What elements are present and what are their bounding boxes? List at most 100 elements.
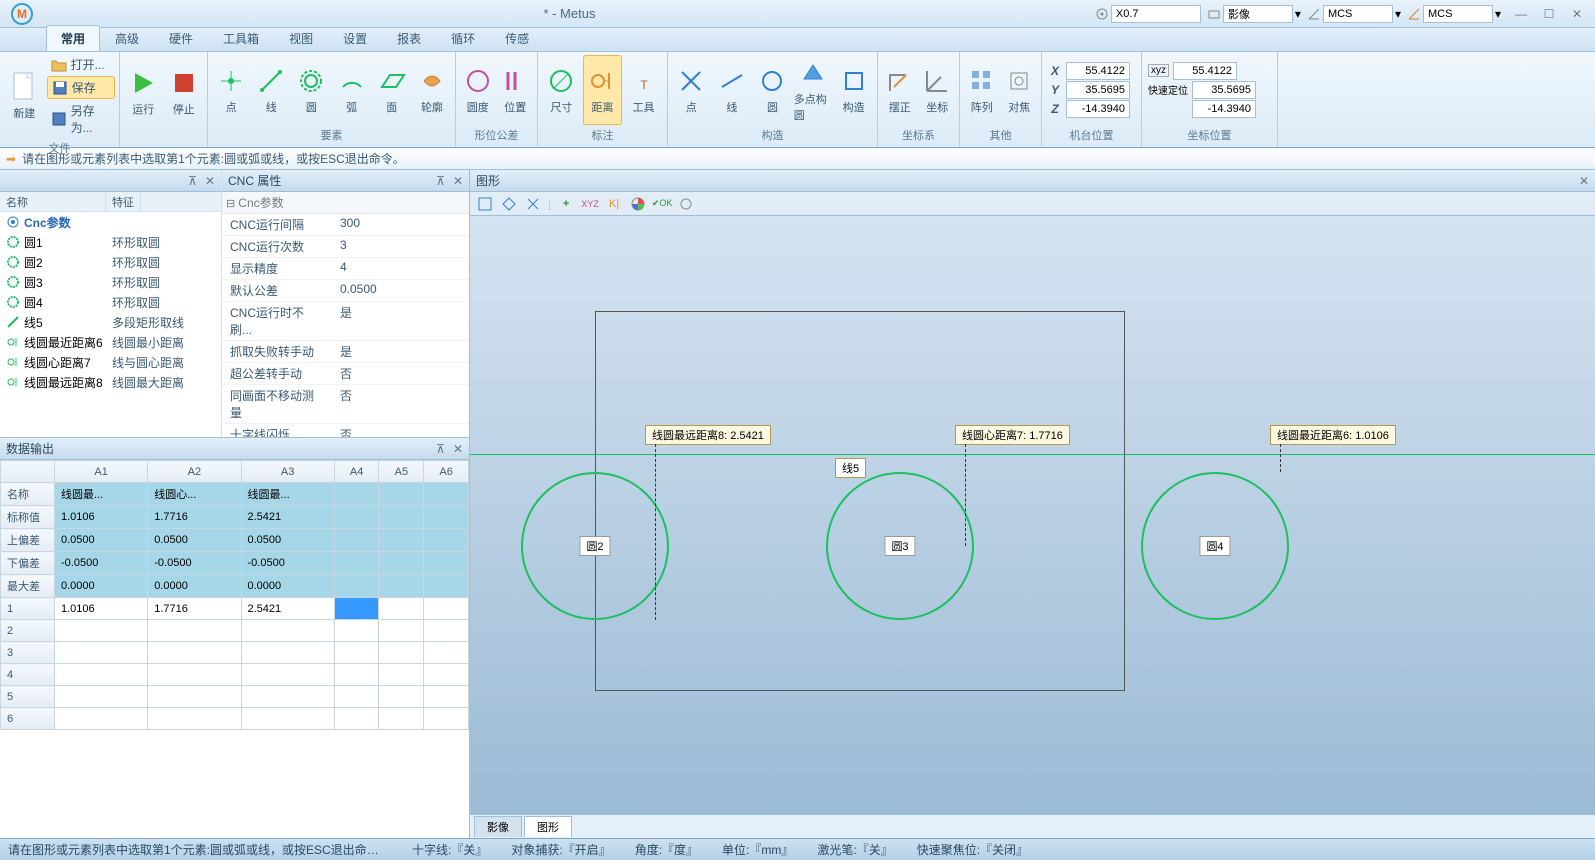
cell[interactable] <box>148 708 241 730</box>
cell[interactable] <box>55 708 148 730</box>
row-header[interactable]: 4 <box>1 664 55 686</box>
elem-row[interactable]: 线5多段矩形取线 <box>0 312 221 332</box>
pin-icon[interactable]: ⊼ <box>188 174 197 188</box>
data-sheet[interactable]: A1A2A3A4A5A6名称线圆最...线圆心...线圆最...标称值1.010… <box>0 460 469 730</box>
cell[interactable] <box>379 620 424 642</box>
close-icon[interactable]: ✕ <box>453 174 463 188</box>
cell[interactable] <box>148 642 241 664</box>
gtool-3[interactable] <box>524 195 542 213</box>
tol-pos-button[interactable]: 位置 <box>498 55 534 125</box>
top-cs1-combo[interactable]: ▾ <box>1307 5 1401 23</box>
gtool-xyz[interactable]: XYZ <box>581 195 599 213</box>
measurement-label[interactable]: 线圆最近距离6: 1.0106 <box>1270 425 1396 445</box>
cell[interactable] <box>55 686 148 708</box>
gtool-o[interactable] <box>677 195 695 213</box>
cell[interactable] <box>424 483 469 506</box>
tab-7[interactable]: 循环 <box>436 25 490 51</box>
top-cs2-combo[interactable]: ▾ <box>1407 5 1501 23</box>
con-point-button[interactable]: 点 <box>672 55 711 125</box>
cell[interactable] <box>334 642 379 664</box>
cell[interactable]: 1.7716 <box>148 598 241 620</box>
col-header[interactable]: A1 <box>55 461 148 483</box>
other-focus-button[interactable]: 对焦 <box>1002 55 1038 125</box>
measurement-label[interactable]: 线圆最远距离8: 2.5421 <box>645 425 771 445</box>
close-button[interactable]: ✕ <box>1563 4 1591 24</box>
cell[interactable] <box>379 664 424 686</box>
close-icon[interactable]: ✕ <box>453 442 463 456</box>
cell[interactable] <box>379 642 424 664</box>
gtool-plus[interactable]: + <box>557 195 575 213</box>
measurement-label[interactable]: 线圆心距离7: 1.7716 <box>955 425 1070 445</box>
annot-tool-button[interactable]: T工具 <box>624 55 663 125</box>
pin-icon[interactable]: ⊼ <box>436 174 445 188</box>
prop-row[interactable]: CNC运行次数3 <box>222 236 469 258</box>
zoom-input[interactable] <box>1111 5 1201 23</box>
maximize-button[interactable]: ☐ <box>1535 4 1563 24</box>
cell[interactable] <box>334 575 379 598</box>
cell[interactable]: -0.0500 <box>55 552 148 575</box>
cell[interactable] <box>241 686 334 708</box>
cell[interactable] <box>148 620 241 642</box>
prop-row[interactable]: 显示精度4 <box>222 258 469 280</box>
cs2-combo[interactable] <box>1423 5 1493 23</box>
cell[interactable] <box>424 642 469 664</box>
cell[interactable]: 1.0106 <box>55 506 148 529</box>
cell[interactable] <box>241 642 334 664</box>
cell[interactable] <box>424 506 469 529</box>
cell[interactable] <box>424 598 469 620</box>
stop-button[interactable]: 停止 <box>165 57 204 127</box>
graphics-panel[interactable]: | + XYZ K| ✔OK 线5圆2圆3圆4线圆最远距离8: 2.5421线圆… <box>470 192 1595 838</box>
circle[interactable]: 圆4 <box>1141 472 1289 620</box>
elem-row[interactable]: 线圆最远距离8线圆最大距离 <box>0 372 221 392</box>
tab-6[interactable]: 报表 <box>382 25 436 51</box>
status-item[interactable]: 十字线:『关』 <box>412 841 487 858</box>
cell[interactable]: 0.0000 <box>148 575 241 598</box>
cell[interactable]: -0.0500 <box>148 552 241 575</box>
circle[interactable]: 圆2 <box>521 472 669 620</box>
open-button[interactable]: 打开... <box>47 54 115 75</box>
elem-row[interactable]: 圆3环形取圆 <box>0 272 221 292</box>
col-header[interactable]: A2 <box>148 461 241 483</box>
cell[interactable] <box>334 708 379 730</box>
elem-line-button[interactable]: 线 <box>252 55 290 125</box>
cell[interactable] <box>379 575 424 598</box>
cell[interactable] <box>379 529 424 552</box>
cell[interactable] <box>334 529 379 552</box>
cell[interactable] <box>241 620 334 642</box>
cell[interactable] <box>55 642 148 664</box>
cell[interactable]: 线圆最... <box>241 483 334 506</box>
gtool-color[interactable] <box>629 195 647 213</box>
top-zoom[interactable] <box>1095 5 1201 23</box>
cell[interactable] <box>379 552 424 575</box>
con-make-button[interactable]: 构造 <box>834 55 873 125</box>
row-header[interactable]: 标称值 <box>1 506 55 529</box>
cell[interactable] <box>424 575 469 598</box>
cell[interactable]: 线圆心... <box>148 483 241 506</box>
status-item[interactable]: 激光笔:『关』 <box>817 841 892 858</box>
status-item[interactable]: 对象捕获:『开启』 <box>511 841 610 858</box>
cell[interactable]: 1.0106 <box>55 598 148 620</box>
row-header[interactable]: 3 <box>1 642 55 664</box>
cell[interactable] <box>379 686 424 708</box>
cell[interactable] <box>334 620 379 642</box>
cell[interactable] <box>379 598 424 620</box>
cell[interactable] <box>334 552 379 575</box>
csys-align-button[interactable]: 摆正 <box>882 55 918 125</box>
cell[interactable] <box>334 483 379 506</box>
close-icon[interactable]: ✕ <box>205 174 215 188</box>
cell[interactable] <box>148 686 241 708</box>
status-item[interactable]: 快速聚焦位:『关闭』 <box>917 841 1028 858</box>
status-item[interactable]: 角度:『度』 <box>635 841 698 858</box>
other-array-button[interactable]: 阵列 <box>964 55 1000 125</box>
cell[interactable]: -0.0500 <box>241 552 334 575</box>
prop-row[interactable]: 抓取失败转手动是 <box>222 341 469 363</box>
tab-5[interactable]: 设置 <box>328 25 382 51</box>
col-header[interactable]: A4 <box>334 461 379 483</box>
elem-row[interactable]: 圆2环形取圆 <box>0 252 221 272</box>
cell[interactable] <box>379 506 424 529</box>
cs1-combo[interactable] <box>1323 5 1393 23</box>
col-header[interactable]: A6 <box>424 461 469 483</box>
cell[interactable] <box>334 598 379 620</box>
cell[interactable] <box>424 552 469 575</box>
row-header[interactable]: 1 <box>1 598 55 620</box>
